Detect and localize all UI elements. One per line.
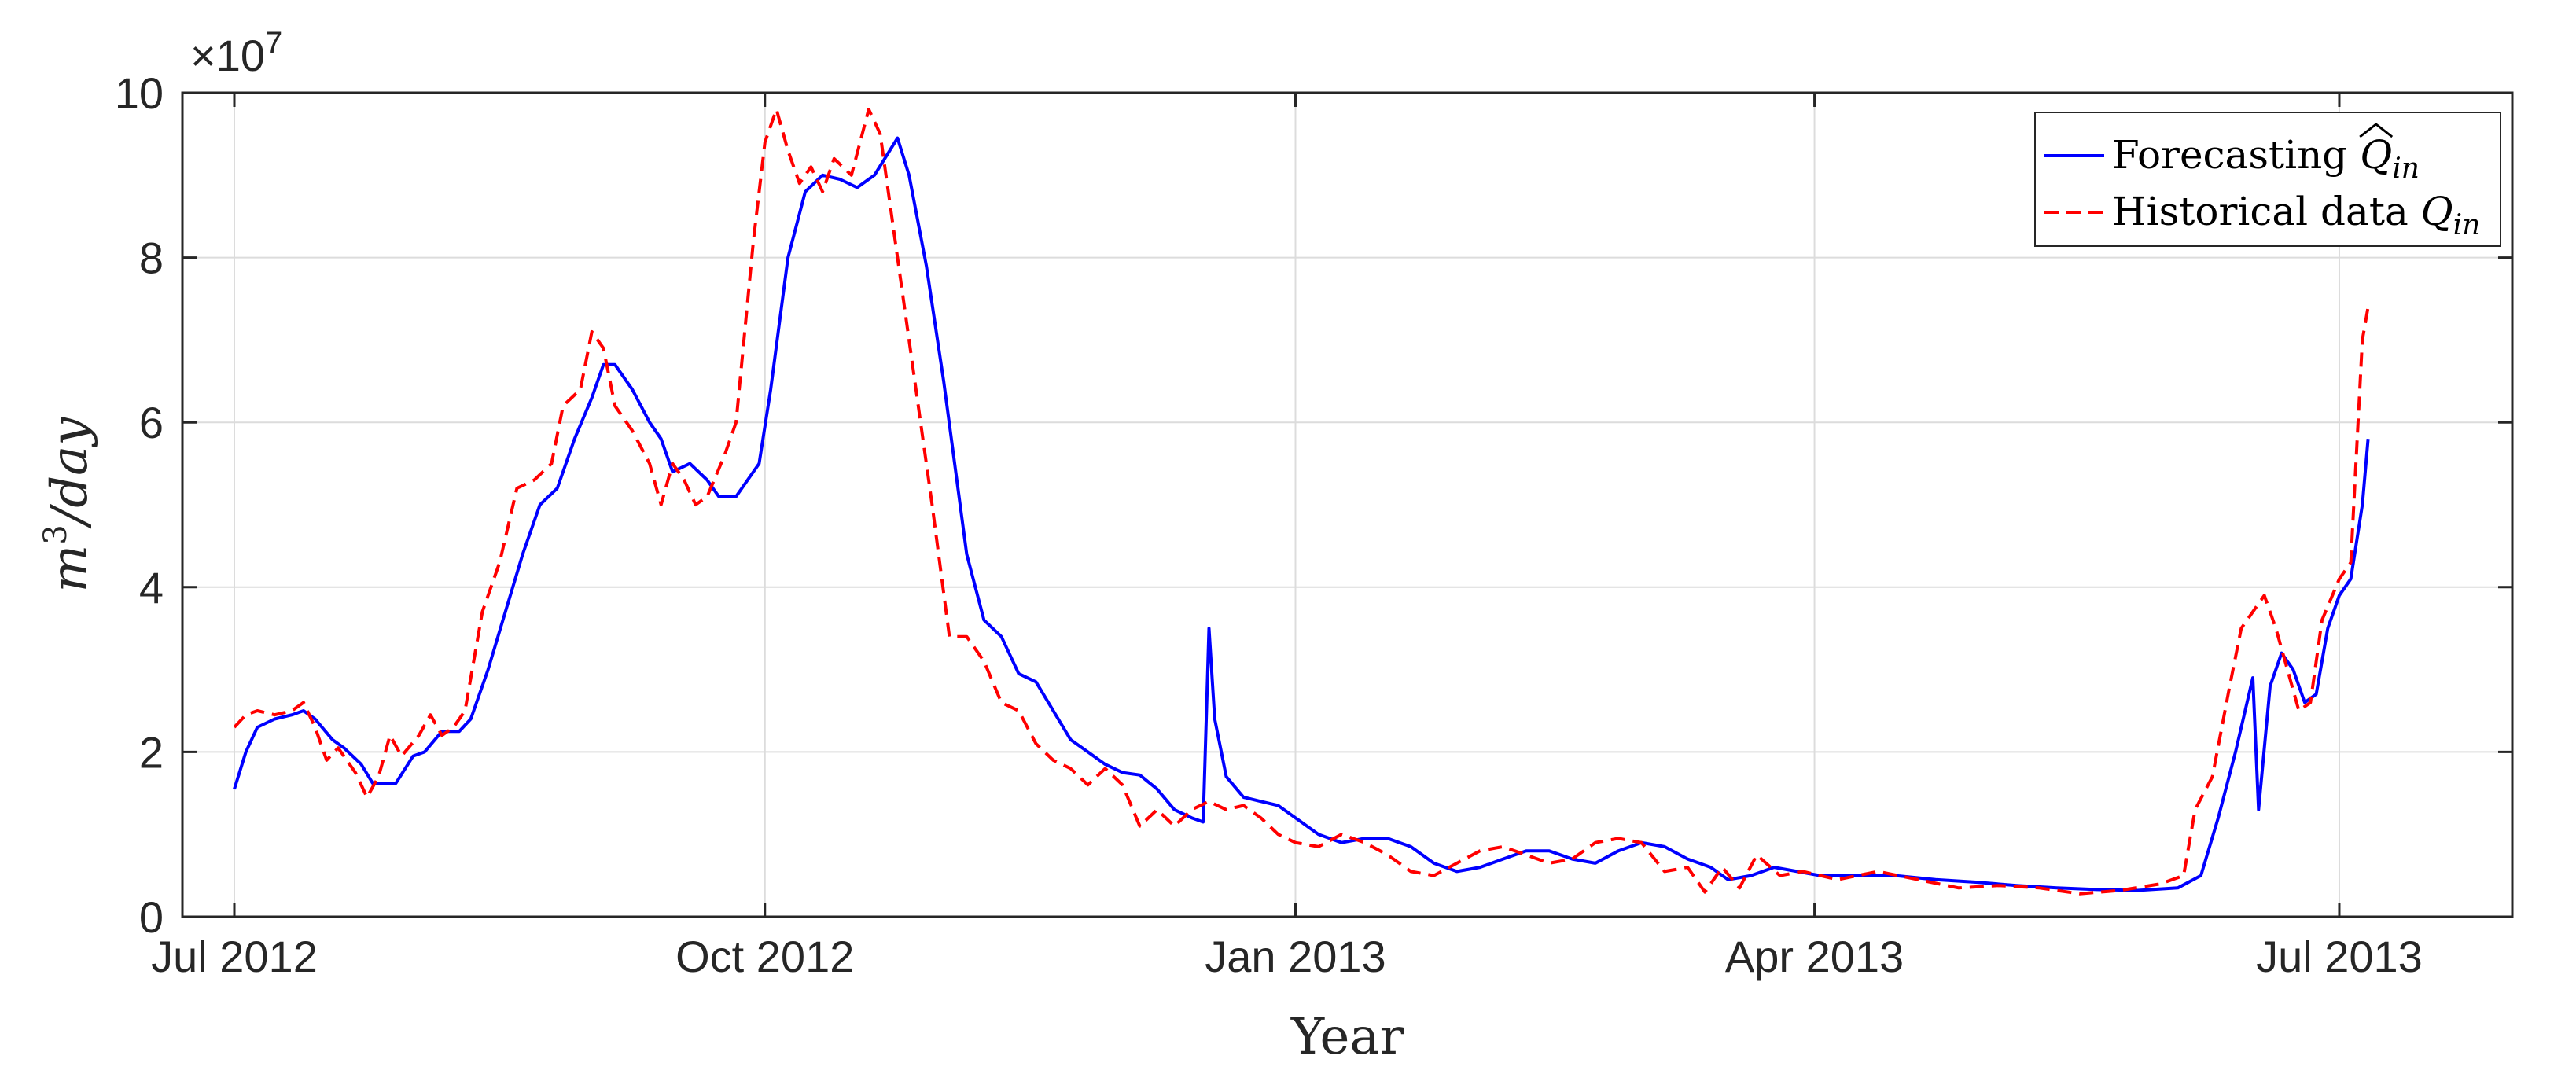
series-line-historical (233, 108, 2370, 896)
series-line-forecasting (233, 136, 2370, 892)
x-tick-label: Jan 2013 (1205, 932, 1386, 981)
legend-label-historical-symbol: Q (2421, 189, 2453, 234)
legend-box (2034, 112, 2501, 247)
axis-ticks: Jul 2012 Oct 2012 Jan 2013 Apr 2013 Jul 2013… (115, 68, 2512, 981)
y-axis-title-rest: /day (41, 417, 99, 530)
x-tick-label: Apr 2013 (1725, 932, 1904, 981)
legend-label-historical: Historical data Qin (2112, 189, 2480, 241)
legend-hat-mark (2359, 123, 2394, 138)
plot-frame (181, 91, 2514, 918)
y-tick-label: 8 (139, 234, 164, 283)
y-tick-label: 4 (139, 563, 164, 612)
y-axis-title-superscript: 3 (38, 524, 74, 544)
legend: Forecasting Qin Historical data Qin (2034, 112, 2501, 247)
legend-label-forecasting: Forecasting Qin (2112, 132, 2420, 185)
y-tick-label: 10 (115, 68, 164, 118)
y-exponent-label: ×107 (190, 26, 282, 80)
x-axis-title: Year (1290, 1008, 1404, 1066)
y-axis-title: m3/day (38, 417, 99, 593)
y-tick-label: 2 (139, 727, 164, 777)
legend-label-forecasting-symbol: Q (2360, 132, 2392, 178)
y-tick-label: 0 (139, 892, 164, 942)
legend-label-forecasting-text: Forecasting (2112, 132, 2360, 178)
x-tick-label: Jul 2012 (151, 932, 318, 981)
y-exponent-prefix: ×10 (190, 31, 265, 80)
x-tick-label: Oct 2012 (675, 932, 854, 981)
legend-label-historical-subscript: in (2453, 209, 2481, 241)
x-tick-label: Jul 2013 (2256, 932, 2423, 981)
legend-label-forecasting-subscript: in (2392, 153, 2420, 185)
series-group (233, 108, 2370, 896)
y-axis-title-base: m (41, 545, 99, 593)
y-exponent-power: 7 (265, 26, 282, 61)
y-tick-label: 6 (139, 398, 164, 447)
legend-label-historical-text: Historical data (2112, 189, 2421, 234)
